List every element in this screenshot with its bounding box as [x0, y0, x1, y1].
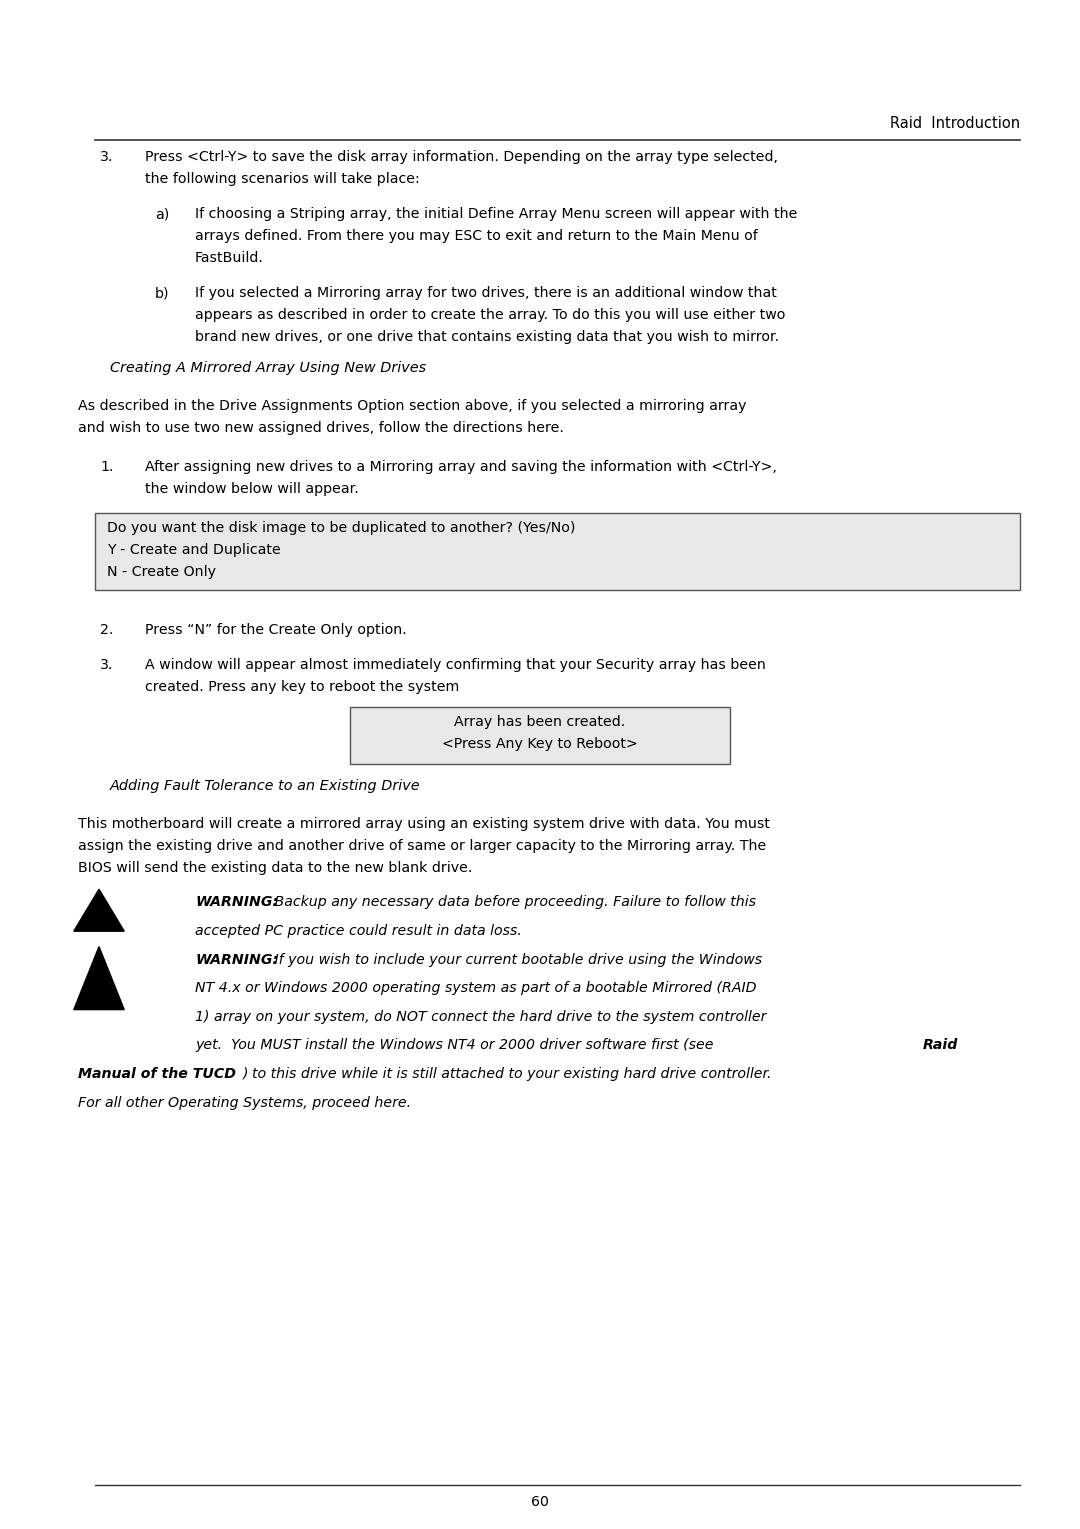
Text: As described in the Drive Assignments Option section above, if you selected a mi: As described in the Drive Assignments Op…: [78, 399, 746, 413]
Text: If you selected a Mirroring array for two drives, there is an additional window : If you selected a Mirroring array for tw…: [195, 286, 777, 300]
Text: b): b): [156, 286, 170, 300]
Text: Manual of the TUCD: Manual of the TUCD: [78, 1067, 237, 1081]
Text: a): a): [156, 208, 170, 222]
Text: This motherboard will create a mirrored array using an existing system drive wit: This motherboard will create a mirrored …: [78, 816, 770, 830]
Text: Do you want the disk image to be duplicated to another? (Yes/No): Do you want the disk image to be duplica…: [107, 521, 576, 535]
Text: A window will appear almost immediately confirming that your Security array has : A window will appear almost immediately …: [145, 657, 766, 673]
Text: Raid  Introduction: Raid Introduction: [890, 116, 1020, 131]
Text: WARNING:: WARNING:: [195, 894, 279, 910]
Text: assign the existing drive and another drive of same or larger capacity to the Mi: assign the existing drive and another dr…: [78, 838, 766, 853]
Text: 3.: 3.: [100, 657, 113, 673]
Text: WARNING:: WARNING:: [195, 953, 279, 966]
Text: arrays defined. From there you may ESC to exit and return to the Main Menu of: arrays defined. From there you may ESC t…: [195, 229, 758, 243]
Text: the following scenarios will take place:: the following scenarios will take place:: [145, 171, 420, 187]
Text: 2.: 2.: [100, 622, 113, 638]
Text: FastBuild.: FastBuild.: [195, 251, 264, 265]
Text: For all other Operating Systems, proceed here.: For all other Operating Systems, proceed…: [78, 1096, 411, 1110]
Text: After assigning new drives to a Mirroring array and saving the information with : After assigning new drives to a Mirrorin…: [145, 460, 777, 474]
Text: 3.: 3.: [100, 150, 113, 164]
Text: 60: 60: [531, 1495, 549, 1509]
Text: Array has been created.: Array has been created.: [455, 714, 625, 729]
Polygon shape: [73, 890, 124, 931]
Text: Adding Fault Tolerance to an Existing Drive: Adding Fault Tolerance to an Existing Dr…: [110, 780, 420, 794]
Text: Press “N” for the Create Only option.: Press “N” for the Create Only option.: [145, 622, 407, 638]
Text: If choosing a Striping array, the initial Define Array Menu screen will appear w: If choosing a Striping array, the initia…: [195, 208, 797, 222]
Text: N - Create Only: N - Create Only: [107, 566, 216, 579]
Text: NT 4.x or Windows 2000 operating system as part of a bootable Mirrored (RAID: NT 4.x or Windows 2000 operating system …: [195, 982, 756, 995]
Text: 1) array on your system, do NOT connect the hard drive to the system controller: 1) array on your system, do NOT connect …: [195, 1009, 767, 1024]
FancyBboxPatch shape: [350, 706, 730, 764]
Text: Creating A Mirrored Array Using New Drives: Creating A Mirrored Array Using New Driv…: [110, 361, 427, 375]
Text: Raid: Raid: [923, 1038, 958, 1052]
Text: brand new drives, or one drive that contains existing data that you wish to mirr: brand new drives, or one drive that cont…: [195, 330, 779, 344]
Text: If you wish to include your current bootable drive using the Windows: If you wish to include your current boot…: [270, 953, 762, 966]
Text: BIOS will send the existing data to the new blank drive.: BIOS will send the existing data to the …: [78, 861, 472, 875]
Text: <Press Any Key to Reboot>: <Press Any Key to Reboot>: [442, 737, 638, 751]
Text: and wish to use two new assigned drives, follow the directions here.: and wish to use two new assigned drives,…: [78, 420, 564, 434]
Text: Press <Ctrl-Y> to save the disk array information. Depending on the array type s: Press <Ctrl-Y> to save the disk array in…: [145, 150, 778, 164]
Text: created. Press any key to reboot the system: created. Press any key to reboot the sys…: [145, 680, 459, 694]
Text: appears as described in order to create the array. To do this you will use eithe: appears as described in order to create …: [195, 309, 785, 323]
Text: yet.  You MUST install the Windows NT4 or 2000 driver software first (see: yet. You MUST install the Windows NT4 or…: [195, 1038, 718, 1052]
Text: Backup any necessary data before proceeding. Failure to follow this: Backup any necessary data before proceed…: [270, 894, 756, 910]
Text: ) to this drive while it is still attached to your existing hard drive controlle: ) to this drive while it is still attach…: [243, 1067, 772, 1081]
Text: 1.: 1.: [100, 460, 113, 474]
Text: Y - Create and Duplicate: Y - Create and Duplicate: [107, 543, 281, 557]
Text: accepted PC practice could result in data loss.: accepted PC practice could result in dat…: [195, 924, 522, 937]
Polygon shape: [73, 946, 124, 1009]
FancyBboxPatch shape: [95, 514, 1020, 590]
Text: the window below will appear.: the window below will appear.: [145, 482, 359, 497]
